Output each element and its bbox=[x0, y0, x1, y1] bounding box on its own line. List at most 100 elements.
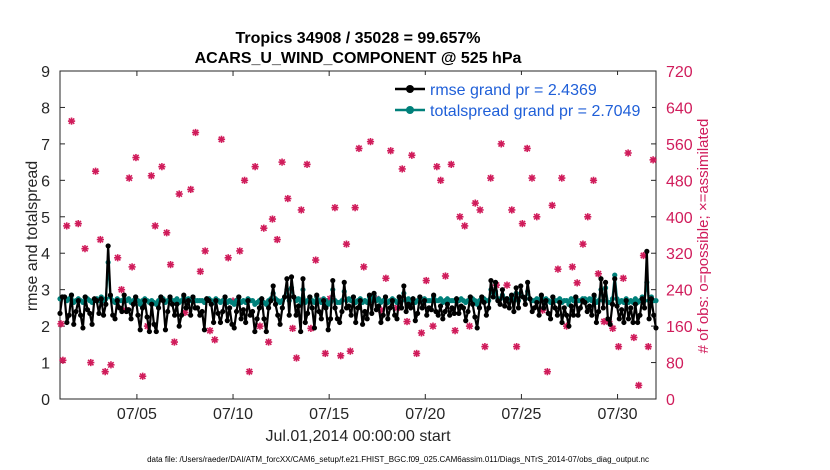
obs-count-point bbox=[398, 165, 406, 173]
obs-count-point bbox=[366, 138, 375, 146]
right-y-tick-label: 160 bbox=[666, 319, 693, 336]
rmse-point bbox=[220, 308, 226, 315]
right-y-tick-label: 480 bbox=[666, 173, 693, 190]
rmse-point bbox=[57, 310, 63, 316]
rmse-point bbox=[82, 294, 88, 300]
rmse-point bbox=[311, 325, 318, 331]
obs-count-point bbox=[456, 213, 464, 221]
rmse-point bbox=[619, 307, 625, 313]
obs-count-point bbox=[117, 286, 126, 294]
rmse-point bbox=[490, 294, 496, 300]
rmse-point bbox=[169, 301, 175, 307]
obs-count-point bbox=[630, 333, 638, 342]
tick-marks bbox=[60, 70, 656, 400]
rmse-point bbox=[249, 308, 256, 315]
obs-count-point bbox=[265, 338, 273, 346]
rmse-point bbox=[282, 294, 288, 300]
rmse-point bbox=[435, 312, 441, 318]
rmse-point bbox=[270, 283, 276, 289]
right-y-tick-label: 320 bbox=[666, 246, 693, 263]
left-y-axis-label: rmse and totalspread bbox=[24, 161, 41, 311]
rmse-point bbox=[295, 303, 301, 309]
right-y-tick-label: 720 bbox=[666, 64, 693, 81]
rmse-point bbox=[233, 308, 240, 315]
obs-count-point bbox=[101, 368, 109, 376]
rmse-point bbox=[602, 279, 609, 285]
rmse-point bbox=[552, 305, 558, 311]
plot-frame bbox=[59, 70, 657, 400]
rmse-point bbox=[318, 316, 324, 322]
rmse-point bbox=[103, 301, 109, 307]
rmse-point bbox=[162, 327, 169, 333]
rmse-point bbox=[612, 276, 618, 282]
rmse-point bbox=[504, 296, 510, 302]
rmse-point bbox=[410, 296, 416, 302]
rmse-point bbox=[518, 283, 524, 289]
obs-count-point bbox=[437, 176, 445, 184]
rmse-point bbox=[272, 301, 279, 307]
obs-count-point bbox=[107, 361, 115, 369]
rmse-point bbox=[403, 308, 409, 315]
rmse-point bbox=[417, 294, 423, 300]
rmse-point bbox=[561, 305, 567, 311]
rmse-point bbox=[194, 305, 201, 311]
rmse-point bbox=[582, 299, 588, 306]
left-y-tick-labels: 0 1 2 3 4 5 6 7 8 9 bbox=[41, 64, 50, 409]
obs-count-point bbox=[63, 222, 71, 230]
obs-count-point bbox=[217, 135, 226, 143]
rmse-point bbox=[421, 298, 428, 304]
rmse-point bbox=[68, 292, 75, 298]
obs-count-point bbox=[196, 267, 204, 276]
right-y-tick-label: 240 bbox=[666, 283, 693, 300]
data-file-footnote: data file: /Users/raeder/DAI/ATM_forcXX/… bbox=[147, 455, 649, 464]
right-y-tick-label: 0 bbox=[666, 392, 675, 409]
rmse-point bbox=[442, 308, 448, 315]
obs-count-point bbox=[139, 372, 147, 380]
legend-spread-marker bbox=[406, 106, 414, 114]
obs-count-point bbox=[256, 322, 264, 330]
obs-count-point bbox=[403, 317, 411, 326]
obs-count-point bbox=[273, 235, 281, 244]
rmse-point bbox=[591, 292, 597, 298]
obs-count-point bbox=[523, 144, 531, 153]
rmse-point bbox=[217, 319, 224, 326]
obs-count-point bbox=[342, 240, 351, 248]
rmse-point bbox=[380, 312, 386, 318]
chart-title-line1: Tropics 34908 / 35028 = 99.657% bbox=[235, 30, 480, 47]
rmse-point bbox=[479, 294, 485, 300]
rmse-point bbox=[151, 321, 157, 327]
obs-count-point bbox=[360, 263, 368, 271]
rmse-point bbox=[252, 328, 258, 335]
rmse-point bbox=[94, 298, 100, 304]
rmse-point bbox=[259, 296, 265, 302]
rmse-point bbox=[181, 292, 187, 298]
rmse-point bbox=[444, 301, 450, 307]
rmse-point bbox=[412, 318, 418, 324]
rmse-point bbox=[536, 312, 542, 318]
obs-count-point bbox=[147, 172, 155, 180]
x-tick-label: 07/30 bbox=[598, 406, 638, 423]
obs-count-point bbox=[278, 158, 286, 166]
rmse-point bbox=[511, 308, 517, 315]
obs-count-point bbox=[619, 274, 627, 282]
right-y-tick-label: 80 bbox=[666, 356, 684, 373]
rmse-point bbox=[80, 325, 86, 331]
left-y-tick-label: 2 bbox=[41, 319, 50, 336]
rmse-point bbox=[515, 305, 522, 311]
left-y-tick-label: 9 bbox=[41, 64, 50, 81]
rmse-point bbox=[275, 312, 281, 318]
rmse-point bbox=[605, 316, 611, 322]
rmse-point bbox=[547, 316, 554, 322]
rmse-point bbox=[577, 305, 583, 311]
rmse-point bbox=[460, 305, 467, 311]
rmse-point bbox=[614, 303, 620, 309]
rmse-point bbox=[307, 294, 313, 300]
rmse-point bbox=[185, 298, 191, 304]
obs-count-point bbox=[476, 206, 484, 214]
rmse-point bbox=[96, 310, 102, 316]
rmse-point bbox=[208, 301, 214, 307]
rmse-point bbox=[183, 305, 189, 311]
obs-count-point bbox=[497, 140, 505, 148]
obs-count-point bbox=[91, 167, 100, 175]
